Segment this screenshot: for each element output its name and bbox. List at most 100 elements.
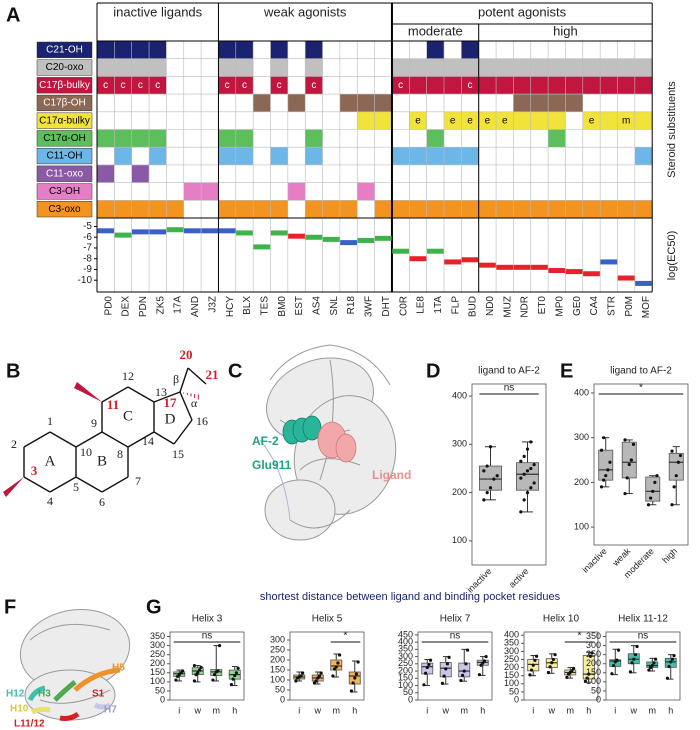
ligand-label: BLX: [242, 296, 253, 315]
ligand-label: ET0: [537, 296, 548, 315]
significance-label: ns: [638, 631, 649, 642]
x-tick-label: i: [532, 705, 534, 715]
y-tick-label: -7: [83, 243, 92, 254]
ec50-bar: [270, 230, 288, 236]
ligand-label: STR: [606, 296, 617, 316]
helix-label: H10: [10, 704, 29, 715]
substituent-cell: [357, 182, 375, 201]
substituent-cell: [166, 200, 184, 218]
point: [484, 654, 488, 659]
substituent-cell: [461, 111, 479, 130]
point: [529, 440, 533, 444]
substituent-cell: [114, 58, 132, 77]
substituent-cell: [305, 58, 323, 77]
substituent-cell: [582, 111, 601, 130]
y-tick-label: 50: [155, 685, 165, 695]
structure-label: AF-2: [252, 434, 279, 448]
point: [623, 491, 627, 496]
y-tick-label: 0: [280, 694, 285, 704]
side-label: Steroid substituents: [666, 81, 678, 178]
substituent-cell: [478, 111, 497, 130]
point: [529, 668, 534, 672]
atom-number: 13: [155, 385, 167, 399]
ec50-bar: [340, 240, 357, 246]
substituent-cell: [548, 200, 566, 218]
box: [668, 452, 684, 481]
y-tick-label: 150: [504, 670, 519, 680]
x-tick-label: i: [178, 705, 180, 715]
substituent-cell: [565, 200, 583, 218]
row-label: C17β-OH: [43, 98, 85, 109]
point: [495, 474, 499, 478]
substituent-cell: [131, 129, 150, 148]
atom-number: 6: [99, 495, 105, 509]
y-tick-label: 150: [398, 673, 413, 683]
y-tick-label: 150: [586, 667, 601, 677]
substituent-cell: [478, 200, 497, 218]
helix-label: H12: [6, 689, 25, 700]
row-label-box: [36, 94, 93, 112]
point: [519, 510, 523, 514]
point: [649, 496, 653, 500]
y-tick-label: 250: [270, 644, 285, 654]
point: [353, 676, 357, 680]
x-tick-label: high: [660, 546, 679, 565]
substituent-cell: [444, 147, 462, 165]
point: [464, 662, 468, 666]
point: [588, 654, 593, 658]
group-label: inactive ligands: [113, 4, 202, 19]
substituent-cell: [530, 76, 549, 95]
y-tick-label: 300: [398, 651, 413, 661]
substituent-cell: [374, 94, 392, 112]
substituent-cell: [253, 94, 271, 112]
substituent-cell: [461, 76, 479, 95]
point: [482, 498, 486, 502]
point: [442, 674, 446, 678]
substituent-cell: [339, 200, 358, 218]
substituent-cell: [322, 200, 340, 218]
bond: [75, 476, 103, 493]
ec50-bar: [218, 228, 236, 234]
box: [645, 476, 661, 502]
substituent-cell: [600, 58, 618, 77]
ligand-label: CA4: [589, 296, 600, 316]
substituent-cell: [530, 200, 549, 218]
point: [632, 657, 636, 661]
point: [445, 662, 450, 666]
point: [428, 658, 433, 662]
substituent-cell: [149, 129, 167, 148]
point: [623, 438, 627, 442]
point: [460, 673, 465, 678]
subgroup-label: moderate: [408, 23, 463, 38]
bond: [179, 367, 189, 393]
substituent-cell: [617, 111, 635, 130]
point: [534, 654, 539, 658]
point: [550, 661, 554, 665]
substituent-cell: [496, 76, 514, 95]
substituent-cell: [600, 111, 618, 130]
point: [234, 671, 239, 675]
row-label: C11-OH: [47, 151, 83, 162]
ec50-bar: [496, 264, 514, 270]
panel-letter: B: [6, 360, 20, 382]
y-tick-label: 300: [150, 640, 165, 650]
af2-helix: [282, 415, 322, 445]
point: [628, 670, 633, 674]
ec50-bar: [374, 235, 392, 241]
substituent-cell: [391, 147, 410, 165]
x-tick-label: m: [333, 705, 341, 715]
ec50-bar: [531, 264, 548, 270]
atom-number: 3: [31, 463, 38, 478]
substituent-cell: [114, 200, 132, 218]
substituent-cell: [305, 76, 323, 95]
point: [522, 472, 526, 476]
substituent-cell: [149, 147, 167, 165]
point: [551, 657, 556, 662]
y-tick-label: -8: [83, 253, 92, 264]
significance-label: ns: [202, 631, 213, 642]
ec50-bar: [114, 232, 132, 238]
substituent-cell: [97, 58, 115, 77]
helix-label: H5: [112, 663, 125, 674]
substituent-cell: [131, 41, 150, 59]
ligand-label: PDN: [138, 296, 149, 317]
